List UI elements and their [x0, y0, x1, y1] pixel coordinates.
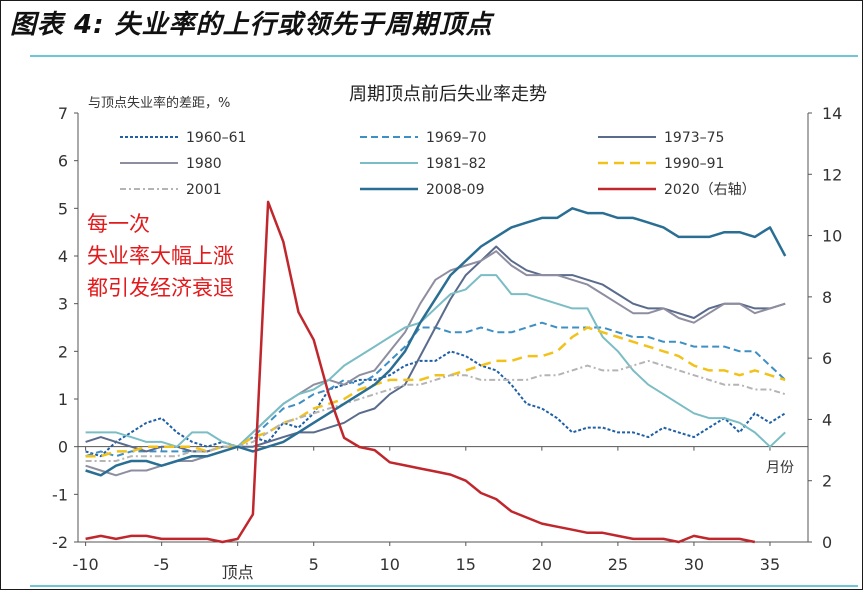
legend-label: 2020（右轴） — [664, 182, 756, 198]
y2-tick-label: 6 — [822, 349, 832, 368]
y2-tick-label: 10 — [822, 227, 842, 246]
y2-tick-label: 12 — [822, 165, 842, 184]
y-axis-label: 与顶点失业率的差距，% — [88, 95, 230, 111]
series-line — [85, 250, 786, 477]
series-line — [85, 245, 786, 453]
y-tick-label: 2 — [58, 342, 68, 361]
y-tick-label: 3 — [58, 295, 68, 314]
series-line — [85, 359, 786, 462]
chart-title: 周期顶点前后失业率走势 — [349, 84, 547, 105]
y2-tick-label: 8 — [822, 288, 832, 307]
x-tick-label: 5 — [309, 555, 319, 574]
y2-tick-label: 2 — [822, 472, 832, 491]
x-axis-label: 月份 — [766, 460, 794, 476]
y-tick-label: -2 — [52, 533, 68, 552]
series-line — [85, 326, 786, 458]
y-tick-label: 6 — [58, 152, 68, 171]
legend-label: 1980 — [186, 156, 222, 172]
y-tick-label: 4 — [58, 247, 68, 266]
series-line — [85, 207, 787, 477]
x-tick-label: -10 — [73, 555, 99, 574]
y-tick-label: 1 — [58, 390, 68, 409]
x-tick-label: 10 — [380, 555, 400, 574]
annotation-line-3: 都引发经济衰退 — [87, 276, 234, 300]
series-line — [85, 200, 756, 544]
footer-divider — [30, 585, 858, 587]
annotation-line-2: 失业率大幅上涨 — [87, 244, 234, 268]
x-tick-label: -5 — [154, 555, 170, 574]
legend-label: 1981–82 — [426, 156, 486, 172]
y2-tick-label: 14 — [822, 104, 842, 123]
legend-label: 1990–91 — [664, 156, 724, 172]
legend: 1960–61 1969–70 1973–75 1980 1981–82 1990–91 2… — [120, 130, 756, 198]
x-tick-label: 25 — [608, 555, 628, 574]
y-tick-label: 7 — [58, 104, 68, 123]
x-tick-label: 35 — [760, 555, 780, 574]
x-tick-label: 30 — [684, 555, 704, 574]
y-tick-label: 5 — [58, 199, 68, 218]
x-tick-label: 15 — [456, 555, 476, 574]
legend-label: 1973–75 — [664, 130, 724, 146]
legend-label: 2001 — [186, 182, 222, 198]
x-tick-label: 20 — [532, 555, 552, 574]
legend-label: 2008-09 — [426, 182, 485, 198]
series-lines — [85, 200, 787, 544]
legend-label: 1969–70 — [426, 130, 486, 146]
y2-tick-label: 0 — [822, 533, 832, 552]
series-line — [85, 321, 786, 458]
annotation-line-1: 每一次 — [87, 212, 150, 236]
y-tick-label: 0 — [58, 438, 68, 457]
header-divider — [30, 55, 858, 57]
series-line — [85, 274, 786, 448]
legend-label: 1960–61 — [186, 130, 246, 146]
y-tick-label: -1 — [52, 485, 68, 504]
figure-header: 图表 4: 失业率的上行或领先于周期顶点 — [10, 10, 493, 40]
x-tick-label: 顶点 — [222, 563, 254, 582]
series-line — [85, 350, 786, 458]
annotation: 每一次 失业率大幅上涨 都引发经济衰退 — [87, 212, 234, 300]
y2-tick-label: 4 — [822, 410, 832, 429]
